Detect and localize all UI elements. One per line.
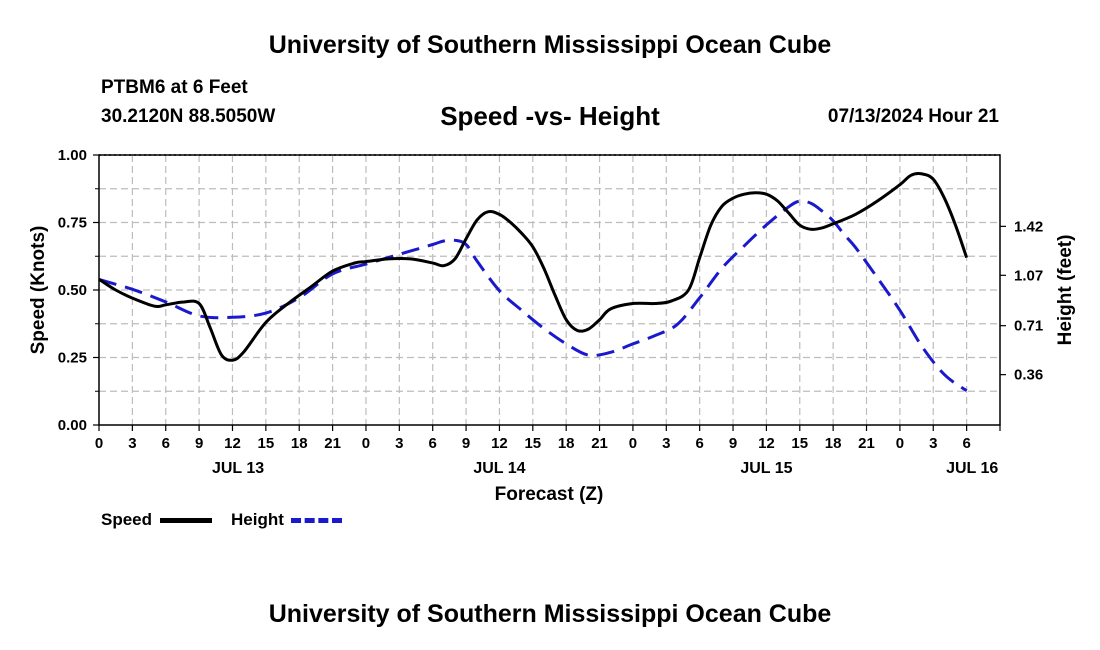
y-tick-label: 0.50 (58, 282, 87, 299)
footer-title: University of Southern Mississippi Ocean… (268, 600, 832, 628)
x-tick-label: 6 (429, 435, 437, 452)
page-title: University of Southern Mississippi Ocean… (268, 31, 832, 59)
x-tick-label: 3 (395, 435, 403, 452)
x-tick-label: 12 (491, 435, 508, 452)
y-tick-label: 0.00 (58, 417, 87, 434)
legend-speed-label: Speed (101, 510, 153, 529)
x-tick-label: 21 (591, 435, 608, 452)
coordinates-label: 30.2120N 88.5050W (101, 106, 276, 127)
x-tick-label: 0 (629, 435, 637, 452)
x-tick-label: 0 (95, 435, 103, 452)
series-layer (98, 172, 969, 392)
x-axis-label: Forecast (Z) (495, 484, 604, 505)
x-tick-label: 18 (825, 435, 842, 452)
x-tick-label: 15 (791, 435, 808, 452)
x-tick-label: 12 (758, 435, 775, 452)
x-tick-label: 18 (291, 435, 308, 452)
x-tick-label: 6 (162, 435, 170, 452)
station-label: PTBM6 at 6 Feet (101, 77, 248, 98)
x-date-label: JUL 15 (740, 460, 792, 477)
x-tick-label: 9 (729, 435, 737, 452)
x-tick-label: 0 (896, 435, 904, 452)
series-line-speed (98, 172, 969, 362)
y2-tick-label: 0.36 (1014, 367, 1043, 384)
y2-tick-label: 1.42 (1014, 218, 1043, 235)
x-date-label: JUL 14 (473, 460, 525, 477)
legend-height-swatch (291, 518, 342, 523)
x-tick-label: 6 (962, 435, 970, 452)
forecast-datetime: 07/13/2024 Hour 21 (827, 106, 999, 127)
x-tick-label: 15 (524, 435, 541, 452)
x-tick-label: 18 (558, 435, 575, 452)
x-tick-label: 3 (128, 435, 136, 452)
x-tick-label: 12 (224, 435, 241, 452)
legend-speed-swatch (160, 518, 212, 523)
x-tick-label: 3 (929, 435, 937, 452)
y2-tick-label: 1.07 (1014, 267, 1043, 284)
x-tick-label: 15 (258, 435, 275, 452)
axes: 0 3 6 9 12 15 18 21 0 3 6 9 12 15 18 21 0 3 6 9 12 15 18 21 0 3 6 J… (58, 147, 1043, 477)
x-date-label: JUL 16 (946, 460, 998, 477)
x-tick-label: 21 (324, 435, 341, 452)
y-tick-label: 1.00 (58, 147, 87, 164)
y-axis-label: Speed (Knots) (28, 226, 49, 355)
x-tick-label: 3 (662, 435, 670, 452)
y2-tick-label: 0.71 (1014, 318, 1043, 335)
chart-title: Speed -vs- Height (440, 101, 660, 131)
series-line-height (98, 199, 968, 392)
x-tick-label: 9 (195, 435, 203, 452)
x-tick-label: 0 (362, 435, 370, 452)
y-tick-label: 0.75 (58, 215, 87, 232)
y-tick-label: 0.25 (58, 350, 87, 367)
y2-axis-label: Height (feet) (1055, 235, 1076, 346)
x-tick-label: 9 (462, 435, 470, 452)
x-tick-label: 6 (695, 435, 703, 452)
x-tick-label: 21 (858, 435, 875, 452)
legend-height-label: Height (231, 510, 284, 529)
grid (99, 155, 1000, 425)
x-date-label: JUL 13 (212, 460, 264, 477)
